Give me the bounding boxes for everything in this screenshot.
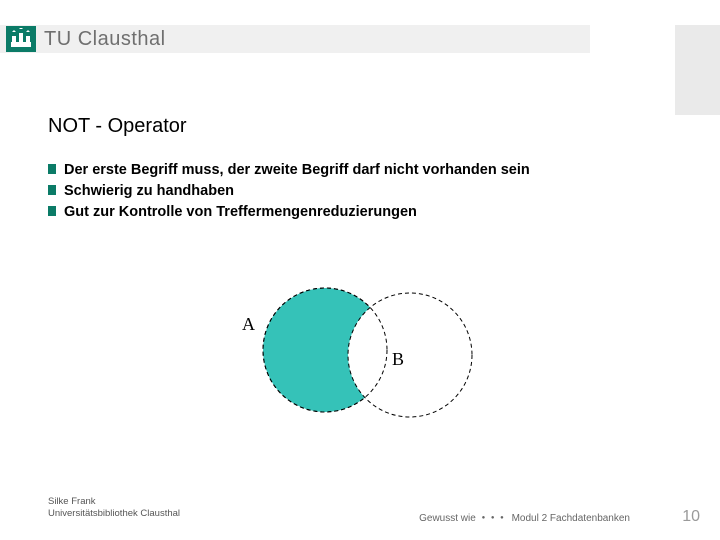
footer-series: Gewusst wie ● ● ● Modul 2 Fachdatenbanke… (419, 513, 630, 524)
bullet-item: Schwierig zu handhaben (48, 181, 660, 202)
footer-series-right: Modul 2 Fachdatenbanken (512, 513, 630, 524)
bullet-item: Gut zur Kontrolle von Treffermengenreduz… (48, 202, 660, 223)
page-title: NOT - Operator (48, 115, 660, 138)
content: NOT - Operator Der erste Begriff muss, d… (48, 115, 660, 223)
footer-dots-icon: ● ● ● (479, 515, 509, 521)
bullet-list: Der erste Begriff muss, der zweite Begri… (48, 160, 660, 223)
header-sidebar-block (675, 25, 720, 115)
venn-svg: AB (210, 275, 510, 435)
footer-author: Silke Frank (48, 496, 720, 508)
bullet-item: Der erste Begriff muss, der zweite Begri… (48, 160, 660, 181)
svg-text:B: B (392, 349, 404, 369)
brand-badge-icon (6, 26, 36, 52)
brand: TU Clausthal (0, 26, 166, 52)
brand-name: Clausthal (78, 28, 166, 50)
header-bar: TU Clausthal (0, 25, 590, 53)
footer-series-left: Gewusst wie (419, 513, 476, 524)
slide: TU Clausthal NOT - Operator Der erste Be… (0, 0, 720, 540)
brand-text: TU Clausthal (44, 28, 166, 51)
brand-tu: TU (44, 28, 72, 50)
svg-text:A: A (242, 314, 255, 334)
venn-diagram: AB (0, 275, 720, 440)
header: TU Clausthal (0, 25, 720, 53)
footer: Silke Frank Universitätsbibliothek Claus… (48, 496, 720, 526)
page-number: 10 (682, 508, 700, 526)
